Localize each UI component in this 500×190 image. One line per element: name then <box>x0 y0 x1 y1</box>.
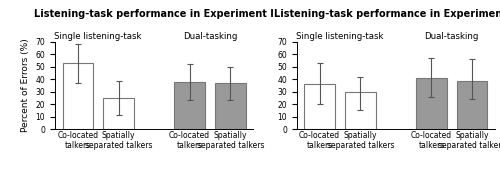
Bar <box>457 81 488 129</box>
Text: Dual-tasking: Dual-tasking <box>424 32 479 41</box>
Bar <box>174 82 205 129</box>
Text: Single listening-task: Single listening-task <box>296 32 384 41</box>
Title: Listening-task performance in Experiment I: Listening-task performance in Experiment… <box>34 9 274 19</box>
Bar <box>416 78 446 129</box>
Bar <box>215 83 246 129</box>
Bar <box>345 92 376 129</box>
Y-axis label: Percent of Errors (%): Percent of Errors (%) <box>21 39 30 132</box>
Bar <box>304 84 335 129</box>
Title: Listening-task performance in Experiment II: Listening-task performance in Experiment… <box>274 9 500 19</box>
Text: Single listening-task: Single listening-task <box>54 32 142 41</box>
Bar <box>62 63 93 129</box>
Bar <box>104 98 134 129</box>
Text: Dual-tasking: Dual-tasking <box>183 32 237 41</box>
